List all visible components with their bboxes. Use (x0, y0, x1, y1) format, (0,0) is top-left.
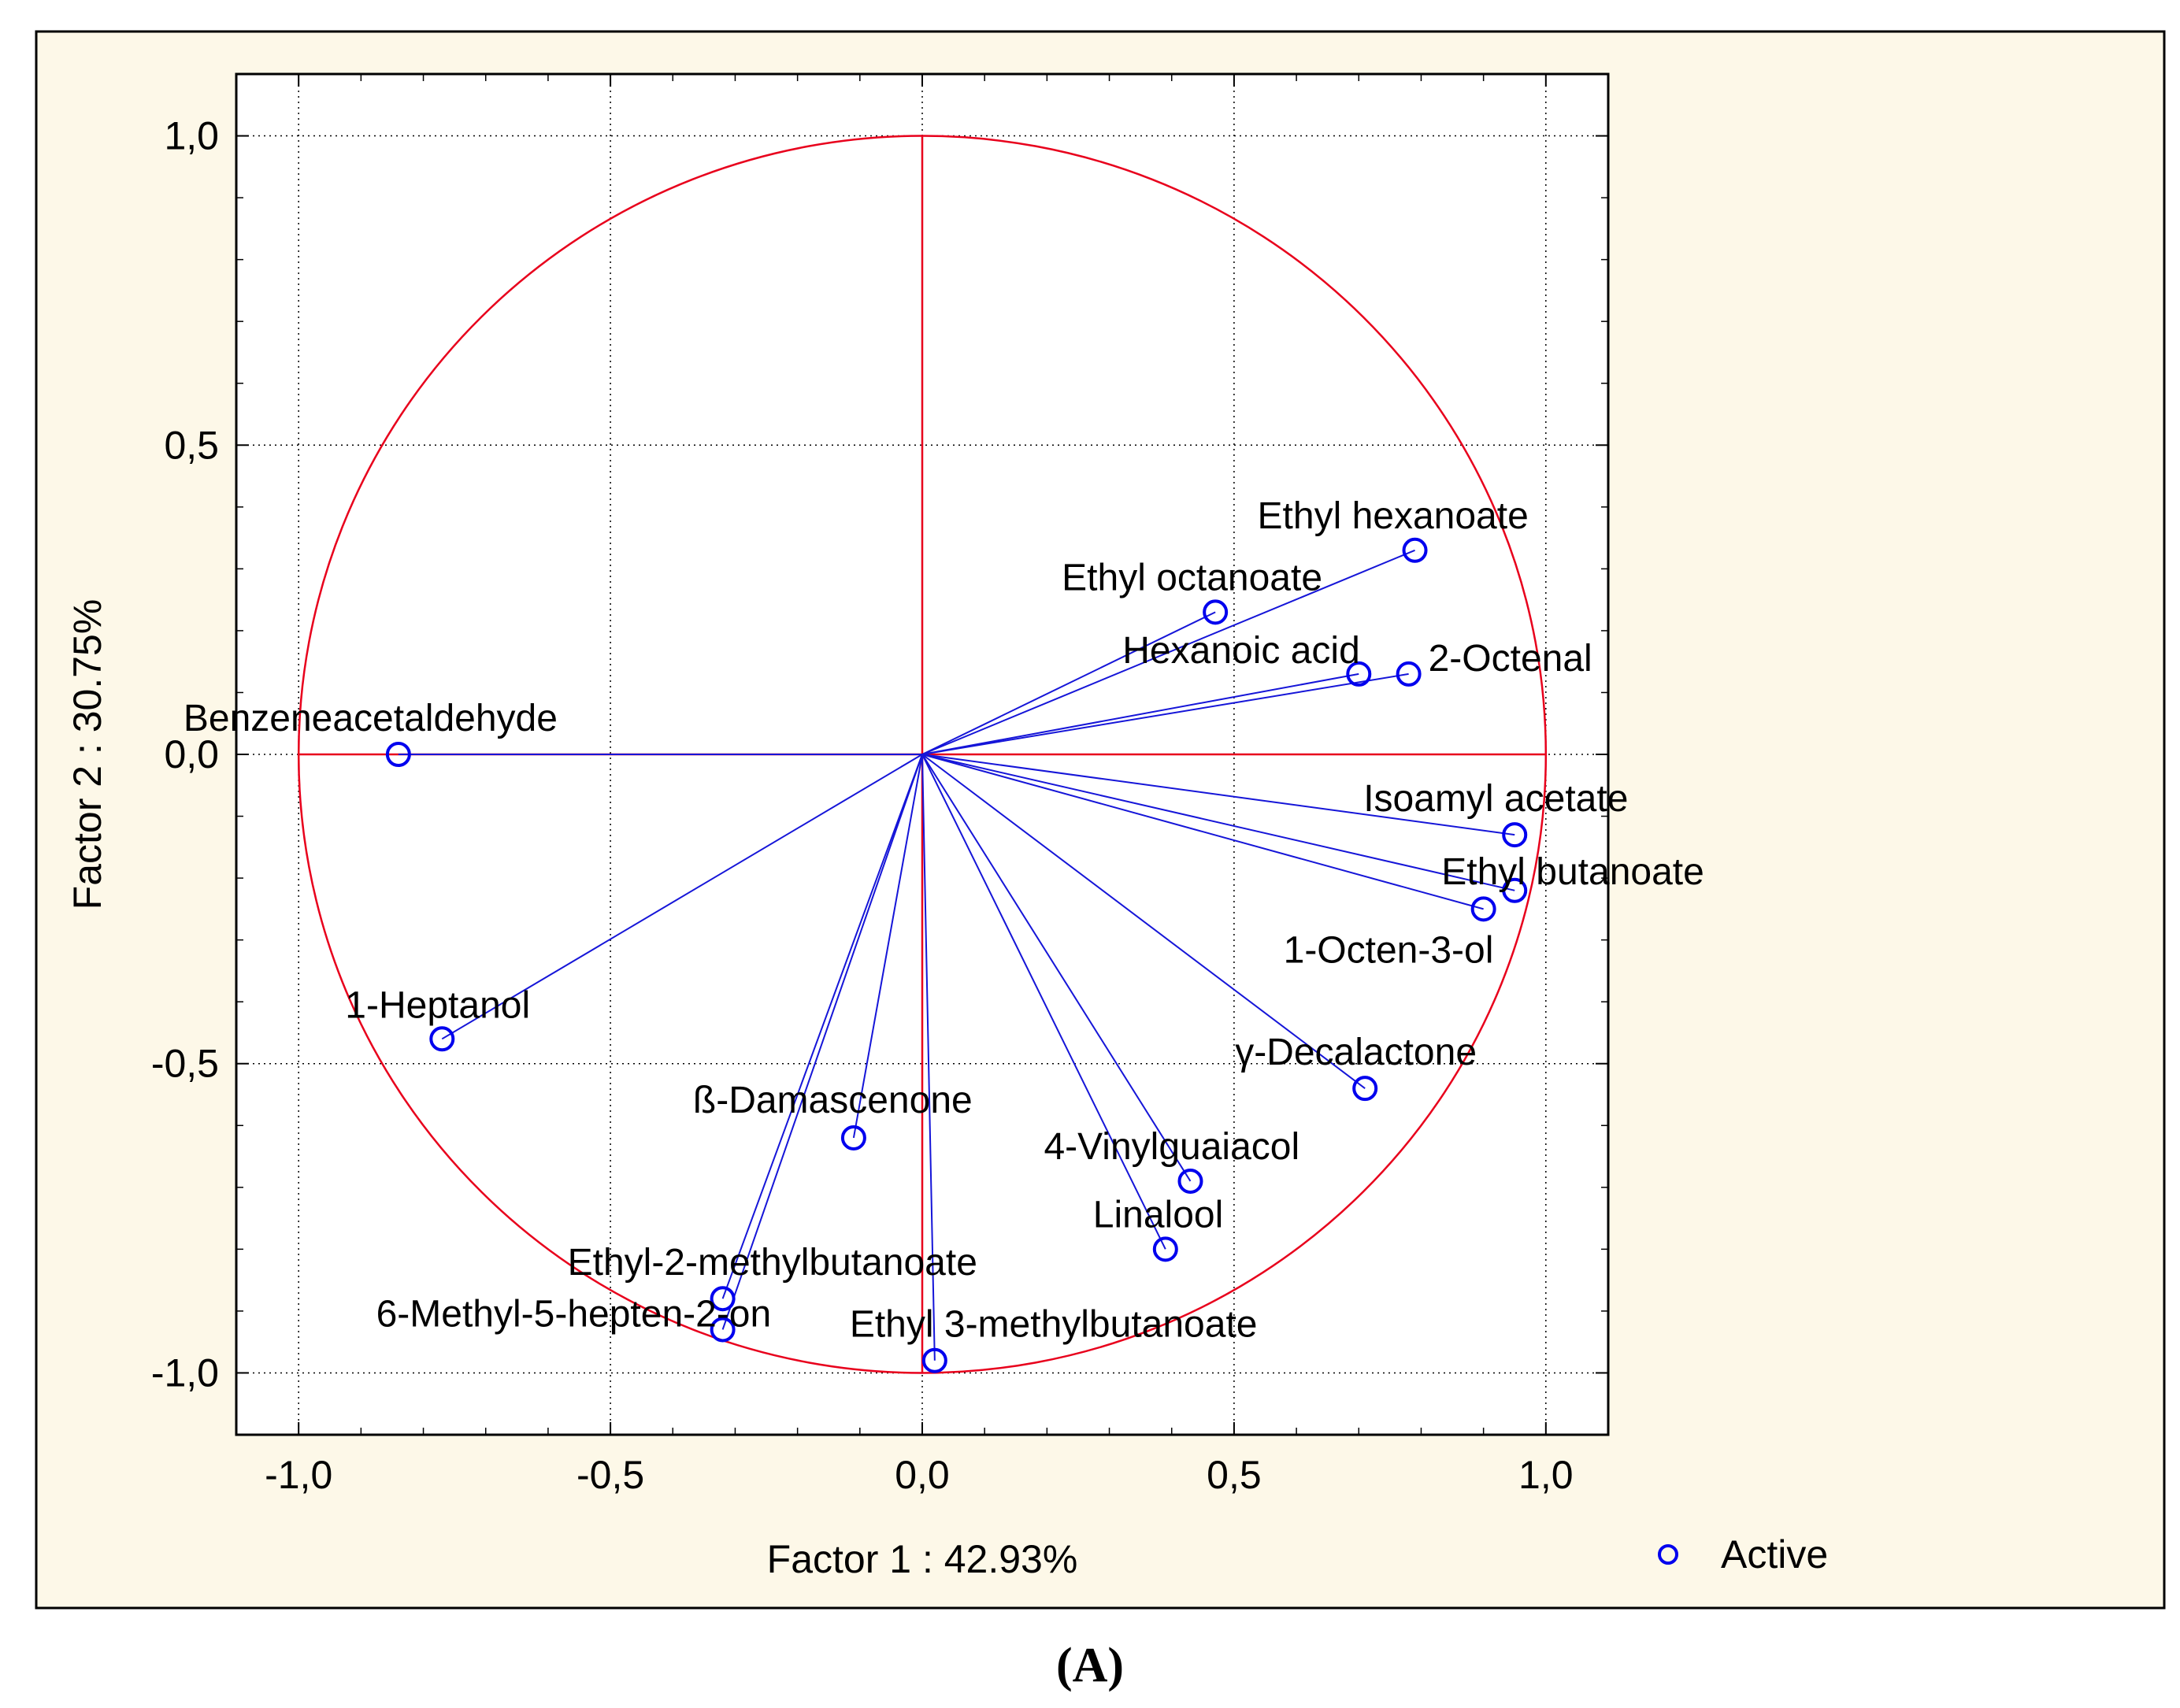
loading-vector (441, 754, 923, 1040)
data-point (1402, 537, 1428, 563)
variable-label: 4-Vinylguaiacol (1044, 1126, 1299, 1168)
variable-label: ß-Damascenone (693, 1080, 973, 1121)
variable-labels: Ethyl hexanoate Ethyl octanoate Hexanoic a… (184, 495, 1704, 1346)
variable-label: Ethyl butanoate (1441, 851, 1704, 893)
loading-vector (921, 611, 1216, 755)
data-point (1502, 822, 1528, 848)
y-tick-label: -0,5 (151, 1042, 219, 1086)
data-point (1346, 661, 1372, 687)
loading-vector (852, 754, 923, 1139)
loading-vector (921, 754, 1515, 836)
loading-vectors (398, 549, 1515, 1361)
data-point (1470, 896, 1496, 922)
variable-label: Ethyl hexanoate (1258, 495, 1529, 537)
loading-vector (921, 672, 1359, 755)
loading-vector (921, 754, 1192, 1182)
loading-vector (921, 754, 1166, 1250)
panel-label: (A) (1055, 1639, 1125, 1692)
x-tick-label: 0,5 (1207, 1453, 1262, 1497)
data-point (1396, 661, 1422, 687)
data-point (921, 1347, 947, 1373)
loading-vector (921, 672, 1409, 755)
loading-vector (921, 754, 1366, 1089)
y-tick-label: 0,5 (164, 423, 219, 467)
y-tick-label: 1,0 (164, 114, 219, 158)
y-axis-title: Factor 2 : 30.75% (65, 599, 109, 910)
data-point (429, 1026, 455, 1052)
data-point (1203, 599, 1229, 625)
data-point (840, 1124, 866, 1150)
x-axis-title: Factor 1 : 42.93% (767, 1537, 1078, 1581)
data-point (710, 1286, 736, 1312)
data-point (1352, 1076, 1378, 1102)
data-point (1152, 1236, 1178, 1262)
variable-label: Linalool (1093, 1194, 1223, 1236)
x-tick-label: -0,5 (577, 1453, 644, 1497)
loading-vector (721, 754, 923, 1299)
data-point (385, 742, 411, 767)
x-tick-label: 0,0 (895, 1453, 950, 1497)
loading-vector (721, 754, 923, 1330)
legend-label-active: Active (1721, 1532, 1828, 1576)
x-tick-label: -1,0 (265, 1453, 332, 1497)
legend-marker-active (1658, 1544, 1678, 1565)
x-tick-label: 1,0 (1518, 1453, 1574, 1497)
variable-label: Ethyl 3-methylbutanoate (850, 1304, 1258, 1346)
variable-label: 1-Octen-3-ol (1284, 929, 1494, 971)
data-point (710, 1317, 736, 1343)
loading-vector (921, 754, 1484, 910)
loading-vector (921, 549, 1415, 755)
loading-vector (921, 754, 1515, 891)
variable-label: Isoamyl acetate (1363, 778, 1628, 820)
variable-label: γ-Decalactone (1235, 1032, 1477, 1073)
data-point (1177, 1168, 1203, 1194)
data-point (1502, 877, 1528, 903)
variable-label: Ethyl octanoate (1062, 557, 1322, 598)
variable-label: 1-Heptanol (345, 984, 530, 1026)
variable-label: Ethyl-2-methylbutanoate (568, 1242, 977, 1284)
variable-label: Benzeneacetaldehyde (184, 698, 558, 739)
legend: Active (1658, 1532, 1828, 1576)
minor-ticks (235, 73, 1609, 1436)
variable-label: 6-Methyl-5-hepten-2-on (376, 1293, 772, 1335)
variable-label: 2-Octenal (1429, 638, 1592, 680)
loading-vector (921, 754, 936, 1361)
variable-label: Hexanoic acid (1122, 630, 1360, 672)
y-tick-label: -1,0 (151, 1350, 219, 1395)
tick-labels: -1,0 -0,5 0,0 0,5 1,0 1,0 0,5 0,0 -0,5 -1,0 (151, 114, 1574, 1497)
loading-points (385, 537, 1528, 1373)
y-tick-label: 0,0 (164, 732, 219, 776)
